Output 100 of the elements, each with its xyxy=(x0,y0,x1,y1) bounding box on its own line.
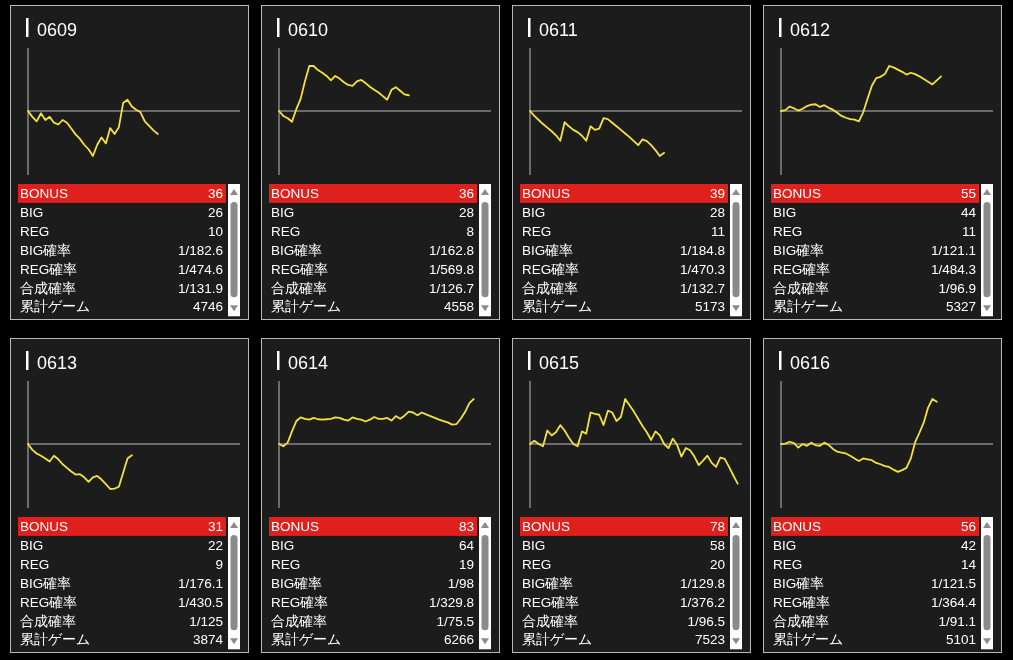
text: 42 xyxy=(960,537,976,553)
text: 28 xyxy=(709,204,725,220)
text: 1/121.1 xyxy=(930,242,976,258)
text: 5173 xyxy=(694,299,725,315)
text: 19 xyxy=(458,556,474,572)
category-label: 合成確率 xyxy=(20,280,76,296)
text: 1/569.8 xyxy=(428,261,474,277)
chart-title: 0613 xyxy=(37,353,78,373)
text: 5327 xyxy=(945,299,976,315)
category-label: REG確率 xyxy=(522,594,580,610)
category-label: BIG確率 xyxy=(271,242,323,258)
text: 44 xyxy=(960,204,976,220)
category-label: 累計ゲーム xyxy=(271,632,341,648)
text: 36 xyxy=(207,186,223,201)
category-label: BIG確率 xyxy=(522,575,574,591)
category-label: BIG xyxy=(20,537,44,553)
category-label: REG xyxy=(773,223,803,239)
text: 22 xyxy=(207,537,223,553)
category-label: 累計ゲーム xyxy=(20,632,90,648)
text: 1/162.8 xyxy=(428,242,474,258)
category-label: REG確率 xyxy=(773,261,831,277)
text: 3874 xyxy=(192,632,223,648)
category-label: 累計ゲーム xyxy=(522,299,592,315)
category-label: 合成確率 xyxy=(20,613,76,629)
category-label: REG確率 xyxy=(20,594,78,610)
category-label: 合成確率 xyxy=(773,613,829,629)
text: 9 xyxy=(215,556,223,572)
text: 78 xyxy=(709,519,725,534)
text: 1/376.2 xyxy=(679,594,725,610)
category-label: 累計ゲーム xyxy=(522,632,592,648)
text: 1/125 xyxy=(189,613,223,629)
category-label: BIG確率 xyxy=(773,242,825,258)
category-label: 合成確率 xyxy=(773,280,829,296)
text: 1/182.6 xyxy=(177,242,223,258)
category-label: REG確率 xyxy=(271,594,329,610)
category-label: BONUS xyxy=(20,186,69,201)
category-label: BONUS xyxy=(773,186,822,201)
category-label: 合成確率 xyxy=(271,613,327,629)
category-label: BIG xyxy=(522,537,546,553)
category-label: BONUS xyxy=(522,519,571,534)
category-label: REG xyxy=(20,223,50,239)
category-label: BONUS xyxy=(20,519,69,534)
category-label: BIG確率 xyxy=(20,575,72,591)
category-label: 累計ゲーム xyxy=(271,299,341,315)
text: 1/126.7 xyxy=(428,280,474,296)
text: 1/131.9 xyxy=(177,280,223,296)
category-label: REG xyxy=(271,223,301,239)
text: 7523 xyxy=(694,632,725,648)
category-label: BONUS xyxy=(522,186,571,201)
chart-title: 0612 xyxy=(790,20,831,40)
text: 1/96.5 xyxy=(687,613,725,629)
chart-title: 0610 xyxy=(288,20,329,40)
text: 1/91.1 xyxy=(938,613,976,629)
category-label: BIG確率 xyxy=(773,575,825,591)
text: 8 xyxy=(466,223,474,239)
text: 1/484.3 xyxy=(930,261,976,277)
category-label: REG xyxy=(522,556,552,572)
text: 1/176.1 xyxy=(177,575,223,591)
text: 1/430.5 xyxy=(177,594,223,610)
text: 64 xyxy=(458,537,474,553)
category-label: REG確率 xyxy=(522,261,580,277)
category-label: BIG確率 xyxy=(20,242,72,258)
category-label: BONUS xyxy=(271,519,320,534)
chart-title: 0616 xyxy=(790,353,831,373)
text: 26 xyxy=(207,204,223,220)
text: 10 xyxy=(207,223,223,239)
text: 1/96.9 xyxy=(938,280,976,296)
category-label: BONUS xyxy=(773,519,822,534)
text: 6266 xyxy=(443,632,474,648)
category-label: BIG xyxy=(773,537,797,553)
text: 36 xyxy=(458,186,474,201)
text: 1/329.8 xyxy=(428,594,474,610)
text: 1/98 xyxy=(447,575,474,591)
text: 20 xyxy=(709,556,725,572)
text: 5101 xyxy=(945,632,976,648)
text: 1/129.8 xyxy=(679,575,725,591)
text: 31 xyxy=(207,519,223,534)
category-label: REG xyxy=(20,556,50,572)
chart-title: 0609 xyxy=(37,20,78,40)
text: 1/474.6 xyxy=(177,261,223,277)
category-label: REG確率 xyxy=(773,594,831,610)
text: 4558 xyxy=(443,299,474,315)
category-label: BIG xyxy=(20,204,44,220)
category-label: 累計ゲーム xyxy=(773,299,843,315)
category-label: BIG xyxy=(773,204,797,220)
chart-title: 0614 xyxy=(288,353,329,373)
category-label: 合成確率 xyxy=(271,280,327,296)
category-label: 合成確率 xyxy=(522,613,578,629)
category-label: REG xyxy=(773,556,803,572)
text: 11 xyxy=(710,223,725,239)
category-label: BONUS xyxy=(271,186,320,201)
category-label: BIG xyxy=(271,537,295,553)
text: 14 xyxy=(960,556,976,572)
chart-title: 0615 xyxy=(539,353,580,373)
category-label: BIG確率 xyxy=(271,575,323,591)
text: 55 xyxy=(960,186,976,201)
text: 1/75.5 xyxy=(436,613,474,629)
category-label: BIG xyxy=(271,204,295,220)
text: 83 xyxy=(458,519,474,534)
text: 28 xyxy=(458,204,474,220)
